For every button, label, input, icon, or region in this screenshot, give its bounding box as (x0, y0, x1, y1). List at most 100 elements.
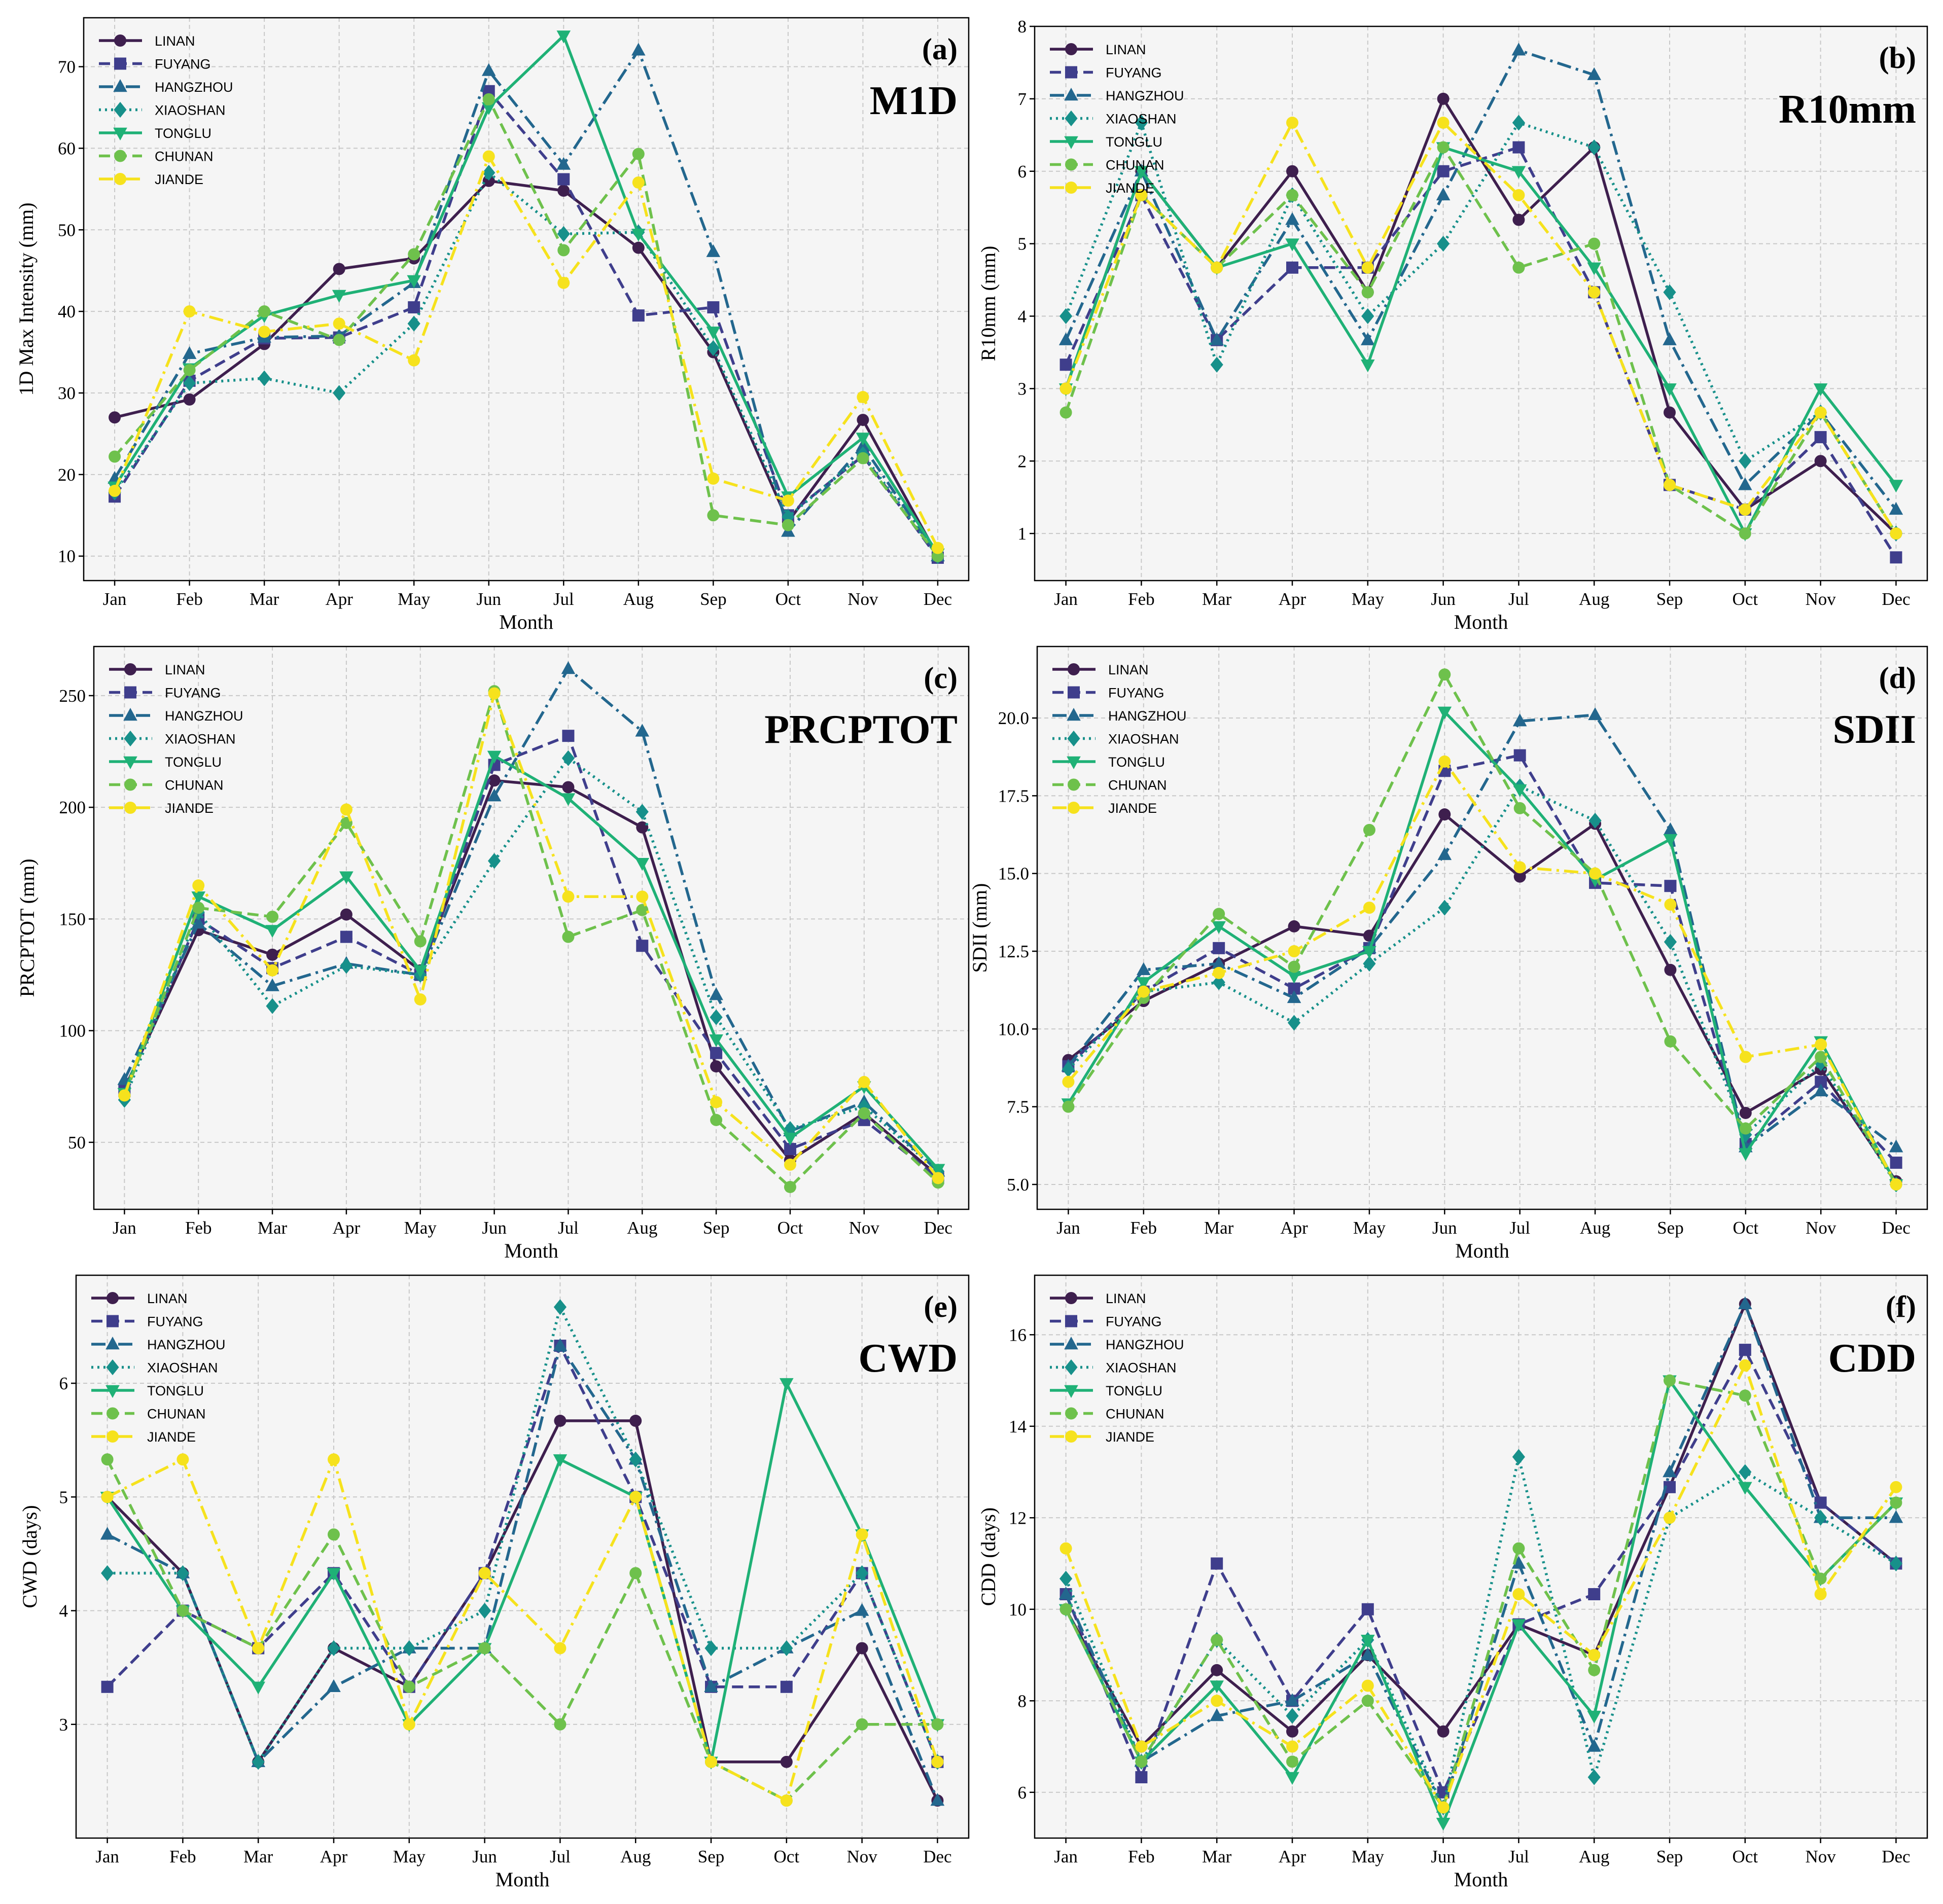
data-point (191, 916, 206, 929)
data-point (258, 305, 271, 318)
data-point (1815, 1051, 1827, 1063)
data-point (635, 724, 650, 737)
data-point (556, 157, 571, 170)
panel-index-name: M1D (870, 79, 958, 123)
data-point (1211, 1695, 1223, 1707)
legend-label: TONGLU (1108, 755, 1165, 770)
x-tick-label: Jun (472, 1847, 497, 1866)
data-point (1287, 1015, 1301, 1031)
data-point (1588, 707, 1602, 721)
data-point (266, 964, 279, 977)
panel-letter: (f) (1886, 1290, 1916, 1323)
series-line (1065, 121, 1897, 534)
data-point (340, 930, 352, 943)
data-point (1286, 189, 1298, 201)
x-axis-title: Month (496, 1868, 550, 1891)
data-point (1361, 261, 1374, 274)
data-point (561, 661, 576, 674)
x-tick-label: Nov (1806, 1218, 1836, 1238)
data-point (1438, 900, 1451, 916)
x-tick-label: Jul (1508, 589, 1529, 609)
data-point (1511, 166, 1526, 179)
y-tick-label: 40 (58, 302, 76, 321)
data-point (706, 244, 721, 257)
y-axis-title: CWD (days) (18, 1505, 41, 1608)
legend-marker (114, 57, 126, 70)
data-point (1287, 990, 1301, 1003)
legend-marker (114, 173, 126, 185)
y-tick-label: 8 (1018, 17, 1027, 37)
data-point (266, 998, 279, 1014)
data-point (333, 385, 346, 401)
x-tick-label: Apr (320, 1847, 348, 1866)
data-point (1286, 165, 1298, 177)
x-tick-label: Feb (185, 1218, 212, 1238)
data-point (1062, 1061, 1075, 1077)
legend-label: FUYANG (165, 686, 221, 701)
data-point (1285, 238, 1299, 252)
data-point (1059, 358, 1072, 371)
plot-area (1035, 1275, 1927, 1838)
data-point (1213, 966, 1225, 979)
data-point (704, 1679, 718, 1692)
legend-label: XIAOSHAN (1106, 112, 1177, 127)
x-tick-label: Oct (1733, 589, 1758, 609)
series-line (123, 734, 939, 1179)
data-point (414, 993, 427, 1005)
data-point (327, 1679, 341, 1692)
legend-label: FUYANG (155, 57, 211, 72)
data-point (1062, 1075, 1075, 1088)
data-point (562, 890, 575, 903)
series-jiande (1059, 117, 1902, 540)
legend-marker (1068, 802, 1080, 814)
data-point (252, 1642, 265, 1655)
legend-label: JIANDE (1108, 801, 1157, 816)
data-point (182, 346, 197, 359)
data-point (704, 1640, 718, 1657)
y-tick-label: 12 (1009, 1508, 1027, 1528)
y-axis-title: 1D Max Intensity (mm) (15, 202, 38, 396)
data-point (554, 1718, 567, 1731)
legend-label: LINAN (1108, 662, 1149, 677)
legend-label: HANGZHOU (165, 708, 243, 724)
y-tick-label: 14 (1009, 1417, 1027, 1436)
data-point (632, 176, 645, 189)
axes-frame (1034, 25, 1928, 582)
x-tick-label: Feb (1131, 1218, 1157, 1238)
data-point (176, 1453, 189, 1466)
data-point (932, 1172, 944, 1184)
data-point (858, 1107, 870, 1120)
data-point (1210, 332, 1224, 345)
data-point (557, 276, 570, 289)
y-tick-label: 6 (1018, 162, 1027, 182)
y-tick-label: 5 (1018, 234, 1027, 254)
data-point (1512, 141, 1525, 154)
data-point (1059, 382, 1072, 395)
x-tick-label: Feb (169, 1847, 196, 1866)
data-point (1588, 1588, 1601, 1600)
legend-marker (123, 756, 137, 769)
data-point (636, 821, 649, 834)
data-point (327, 1640, 340, 1657)
data-point (1437, 236, 1450, 252)
legend: LINAN FUYANG HANGZHOU XIAOSHAN TONGLU CHUNAN J… (1050, 1291, 1184, 1445)
x-tick-label: Jan (1054, 1847, 1078, 1866)
chart-panel-f: Jan Feb Mar Apr May Jun Jul Aug Sep Oct Nov Dec 6 8 10… (977, 1274, 1928, 1891)
data-point (487, 788, 502, 802)
data-point (1135, 1740, 1148, 1753)
data-point (1286, 1740, 1298, 1753)
data-point (1210, 356, 1223, 373)
data-point (481, 63, 496, 76)
legend-marker (123, 708, 137, 721)
series-line (1067, 710, 1898, 1185)
data-point (1739, 1106, 1752, 1119)
legend-label: LINAN (1106, 42, 1146, 57)
data-point (557, 173, 570, 186)
y-tick-label: 4 (59, 1601, 68, 1621)
data-point (482, 165, 496, 181)
data-point (931, 1755, 944, 1768)
legend-marker (113, 79, 127, 92)
legend-label: JIANDE (165, 801, 214, 816)
data-point (340, 803, 352, 816)
data-point (554, 1642, 567, 1655)
